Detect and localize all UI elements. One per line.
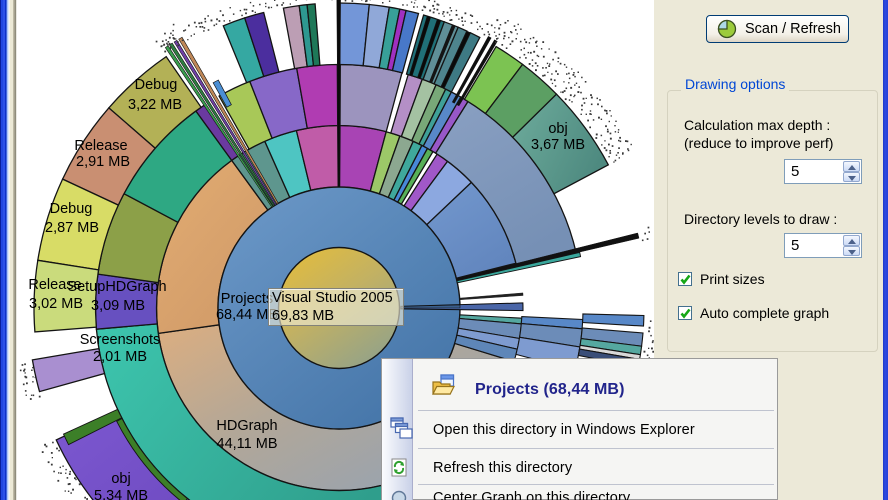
svg-text:3,09 MB: 3,09 MB [91, 298, 145, 314]
svg-text:68,44 MB: 68,44 MB [216, 307, 278, 323]
svg-text:Screenshots: Screenshots [80, 332, 161, 348]
svg-text:Debug: Debug [50, 201, 93, 217]
svg-text:Projects: Projects [221, 291, 273, 307]
svg-text:SetupHDGraph: SetupHDGraph [67, 279, 166, 295]
svg-text:44,11 MB: 44,11 MB [217, 436, 278, 452]
svg-text:HDGraph: HDGraph [216, 418, 277, 434]
svg-text:Debug: Debug [135, 77, 178, 93]
svg-text:3,02 MB: 3,02 MB [29, 296, 83, 312]
svg-text:2,01 MB: 2,01 MB [93, 349, 147, 365]
svg-text:3,22 MB: 3,22 MB [128, 97, 182, 113]
svg-text:2,91 MB: 2,91 MB [76, 154, 130, 170]
svg-text:Release: Release [28, 277, 81, 293]
svg-text:obj: obj [111, 471, 130, 487]
svg-text:3,67 MB: 3,67 MB [531, 137, 585, 153]
svg-text:Release: Release [74, 138, 127, 154]
svg-text:2,87 MB: 2,87 MB [45, 220, 99, 236]
svg-text:5,34 MB: 5,34 MB [94, 488, 148, 500]
svg-text:obj: obj [548, 121, 567, 137]
